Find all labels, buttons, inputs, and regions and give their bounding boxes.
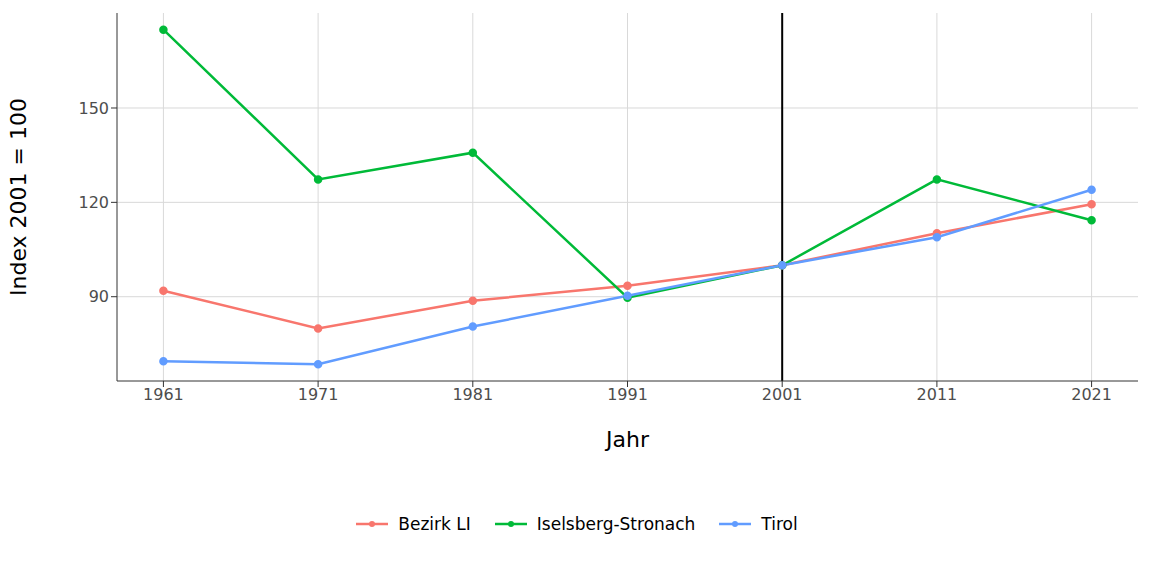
- svg-text:1961: 1961: [143, 385, 184, 404]
- html-text:Iselsberg-Stronach: Iselsberg-Stronach: [536, 514, 696, 534]
- svg-text:1971: 1971: [298, 385, 339, 404]
- svg-text:2001: 2001: [762, 385, 803, 404]
- svg-text:Index 2001 = 100: Index 2001 = 100: [6, 98, 31, 296]
- svg-text:Jahr: Jahr: [604, 427, 650, 452]
- svg-text:90: 90: [89, 287, 109, 306]
- html-text:Tirol: Tirol: [761, 514, 798, 534]
- svg-text:2021: 2021: [1071, 385, 1112, 404]
- svg-text:1981: 1981: [452, 385, 493, 404]
- svg-text:2011: 2011: [917, 385, 958, 404]
- html-text:Bezirk LI: Bezirk LI: [398, 514, 471, 534]
- svg-text:150: 150: [78, 99, 109, 118]
- svg-text:1991: 1991: [607, 385, 648, 404]
- svg-text:120: 120: [78, 193, 109, 212]
